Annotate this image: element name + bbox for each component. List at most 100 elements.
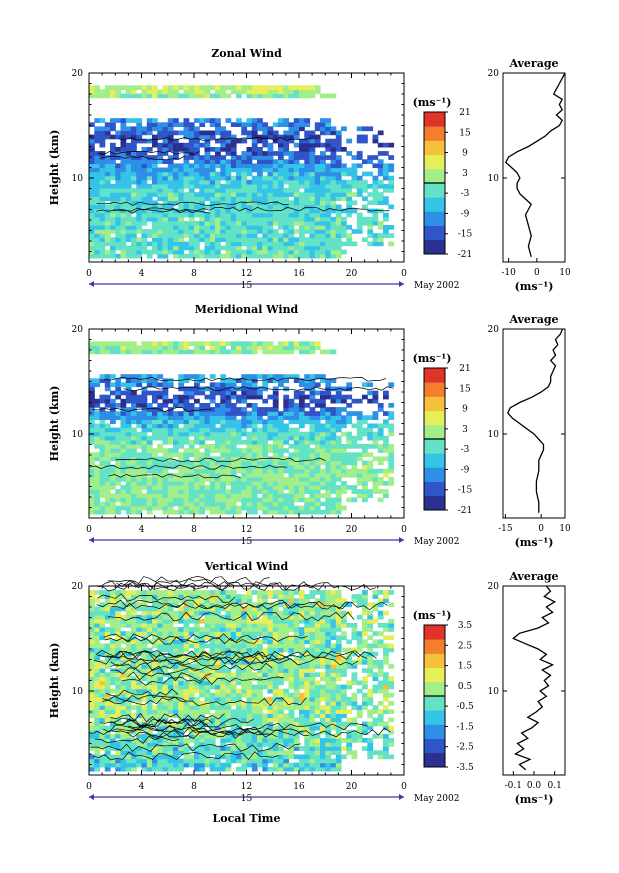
heatmap-cell [341,398,347,404]
heatmap-cell [230,672,237,677]
heatmap-cell [335,419,342,425]
heatmap-cell [89,163,95,169]
heatmap-cell [136,175,143,181]
heatmap-cell [220,138,227,144]
heatmap-cell [215,427,221,433]
heatmap-cell [131,245,137,251]
heatmap-cell [230,610,237,616]
heatmap-cell [136,623,143,628]
heatmap-cell [288,476,295,482]
heatmap-cell [157,738,164,743]
heatmap-cell [362,179,368,185]
heatmap-cell [120,680,127,686]
heatmap-cell [157,155,164,160]
heatmap-cell [120,472,127,478]
heatmap-cell [94,216,101,222]
heatmap-cell [136,721,143,727]
heatmap-cell [309,93,316,99]
heatmap-cell [194,431,200,437]
x-tick-label: 16 [293,269,305,279]
heatmap-cell [272,245,279,251]
heatmap-cell [388,233,395,238]
heatmap-cell [246,147,253,152]
heatmap-cell [89,427,95,433]
heatmap-cell [89,701,95,706]
heatmap-cell [89,725,95,731]
heatmap-cell [162,415,169,420]
heatmap-cell [220,411,227,416]
heatmap-cell [152,118,158,123]
heatmap-cell [178,142,185,148]
heatmap-cell [215,216,221,222]
heatmap-cell [215,647,221,653]
heatmap-cell [325,452,332,457]
heatmap-cell [230,635,237,640]
heatmap-cell [320,468,326,474]
heatmap-cell [209,680,216,686]
heatmap-cell [215,472,221,478]
heatmap-cell [309,220,316,226]
heatmap-cell [162,497,169,503]
heatmap-cell [267,196,274,201]
heatmap-cell [131,590,137,595]
heatmap-cell [131,676,137,682]
heatmap-cell [304,452,311,457]
heatmap-cell [194,167,200,173]
heatmap-cell [167,762,174,768]
heatmap-cell [388,452,395,457]
heatmap-cell [141,709,148,714]
heatmap-cell [141,431,148,437]
heatmap-cell [241,225,248,230]
heatmap-cell [309,151,316,156]
heatmap-cell [167,183,174,189]
heatmap-cell [314,220,321,226]
heatmap-cell [377,237,384,242]
heatmap-cell [178,655,185,661]
heatmap-cell [341,472,347,478]
heatmap-cell [94,192,101,197]
heatmap-cell [272,196,279,201]
heatmap-cell [388,175,395,181]
heatmap-cell [115,660,122,665]
heatmap-cell [215,183,221,189]
heatmap-cell [283,229,290,234]
heatmap-cell [104,713,111,719]
heatmap-cell [325,208,332,214]
heatmap-cell [136,249,143,255]
heatmap-cell [194,721,200,727]
heatmap-cell [330,489,337,494]
heatmap-cell [178,618,185,624]
heatmap-cell [162,419,169,425]
heatmap-cell [246,212,253,218]
heatmap-cell [293,456,300,462]
heatmap-cell [94,89,101,95]
heatmap-cell [367,233,374,238]
contour-line [103,377,387,382]
heatmap-cell [110,627,116,632]
heatmap-cell [141,766,148,772]
heatmap-cell [173,655,179,661]
average-x-tick-label: -15 [498,524,513,534]
heatmap-cell [246,403,253,408]
heatmap-cell [136,696,143,702]
heatmap-cell [146,509,153,515]
heatmap-cell [288,93,295,99]
heatmap-cell [120,448,127,453]
heatmap-cell [251,175,258,181]
heatmap-cell [104,688,111,694]
heatmap-cell [162,245,169,251]
heatmap-cell [299,435,305,441]
heatmap-cell [199,452,206,457]
heatmap-cell [220,134,227,140]
heatmap-cell [362,431,368,437]
heatmap-cell [141,390,148,396]
heatmap-cell [220,448,227,453]
heatmap-cell [204,680,211,686]
heatmap-cell [288,241,295,247]
heatmap-cell [141,448,148,453]
heatmap-cell [304,456,311,462]
heatmap-cell [251,452,258,457]
heatmap-cell [356,175,363,181]
heatmap-cell [325,390,332,396]
